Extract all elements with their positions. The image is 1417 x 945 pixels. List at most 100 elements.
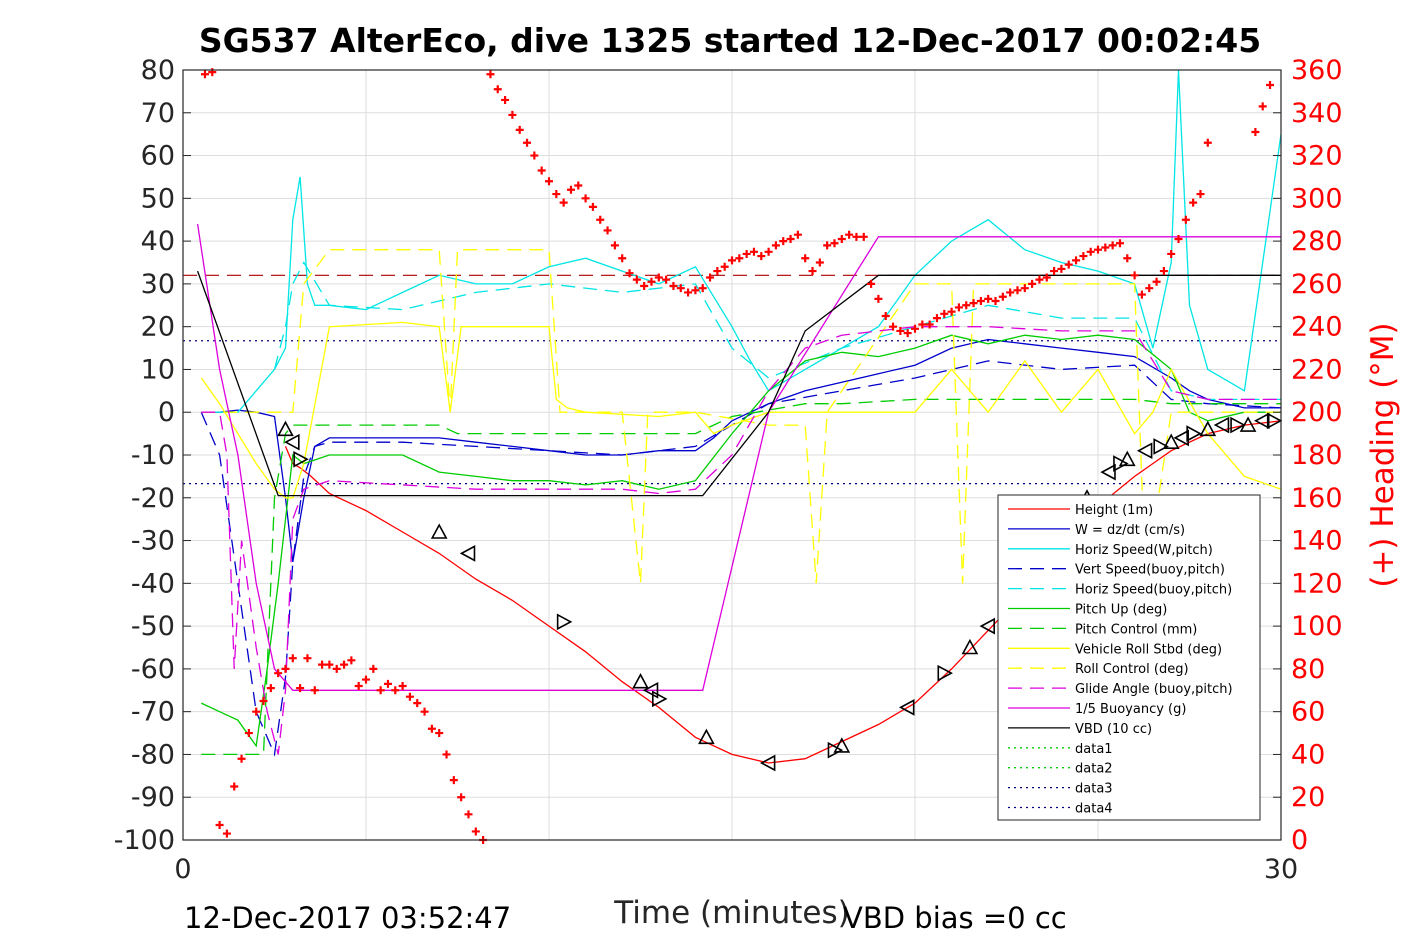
heading-point [1203,138,1212,147]
heading-point [596,215,605,224]
heading-point [471,827,480,836]
y-tick-label: 40 [141,226,175,257]
heading-point [332,664,341,673]
heading-point [837,234,846,243]
heading-point [823,241,832,250]
heading-point [449,776,458,785]
heading-point [1123,254,1132,263]
triangle-marker [284,433,300,451]
heading-point [588,202,597,211]
heading-point [1020,284,1029,293]
y-tick-label-right: 220 [1291,354,1343,385]
triangle-marker [961,638,979,655]
heading-point [618,254,627,263]
y-tick-label-right: 120 [1291,568,1343,599]
y-tick-label-right: 100 [1291,611,1343,642]
heading-point [684,288,693,297]
heading-point [552,190,561,199]
legend-label: data1 [1075,742,1113,757]
heading-point [501,95,510,104]
heading-point [808,267,817,276]
heading-point [954,303,963,312]
heading-point [1086,247,1095,256]
heading-point [427,724,436,733]
heading-point [698,284,707,293]
heading-point [610,241,619,250]
heading-point [749,247,758,256]
heading-point [932,314,941,323]
heading-point [1258,102,1267,111]
y-tick-label-right: 240 [1291,312,1343,343]
triangle-marker [979,617,995,635]
triangle-marker [759,754,776,772]
legend-label: data4 [1075,802,1113,817]
heading-point [859,232,868,241]
y-tick-label: 60 [141,141,175,172]
y-tick-label-right: 260 [1291,269,1343,300]
triangle-marker [652,690,668,708]
heading-point [874,294,883,303]
heading-point [764,247,773,256]
series-line-4 [200,360,1282,757]
y-tick-label: -50 [131,611,175,642]
heading-point [1189,198,1198,207]
heading-point [771,241,780,250]
heading-point [801,254,810,263]
triangle-marker [1230,416,1246,434]
heading-point [581,194,590,203]
series-line-10 [201,326,1281,755]
triangle-marker [898,699,915,716]
heading-point [318,660,327,669]
heading-point [1072,256,1081,265]
heading-point [1108,241,1117,250]
heading-point [1137,290,1146,299]
triangle-marker [556,613,573,631]
x-axis-label: Time (minutes) [613,895,849,931]
heading-point [1145,284,1154,293]
heading-point [559,198,568,207]
triangle-marker [293,450,309,468]
heading-point [515,125,524,134]
y-tick-label: 70 [141,98,175,129]
heading-point [545,177,553,186]
heading-point [244,729,253,738]
legend-label: VBD (10 cc) [1075,722,1152,737]
heading-point [757,252,766,261]
heading-point [200,70,209,79]
heading-point [991,297,1000,305]
triangle-marker [642,681,659,699]
heading-point [1152,277,1161,286]
heading-point [405,692,414,701]
triangle-marker [1173,429,1189,447]
heading-point [266,684,275,693]
heading-point [1251,128,1260,137]
footer-vbd-bias: VBD bias =0 cc [843,901,1067,935]
heading-point [420,707,429,716]
heading-point [793,230,802,239]
heading-point [845,230,854,239]
heading-point [940,309,949,318]
y-tick-label: -100 [114,825,175,856]
legend-label: Pitch Control (mm) [1075,622,1197,637]
heading-point [1094,245,1102,254]
triangle-marker [459,545,476,562]
heading-point [852,232,861,241]
heading-point [1167,249,1176,258]
y-ticks-right: 3603403203002802602402202001801601401201… [1273,55,1343,856]
y-tick-label: -90 [131,782,175,813]
x-ticks: 0 30 [174,854,1298,885]
triangle-marker [1213,416,1230,434]
heading-point [1174,234,1183,243]
heading-point [1079,252,1088,261]
y-tick-label-right: 300 [1291,183,1343,214]
heading-point [1035,275,1044,284]
y-tick-label: -10 [131,440,175,471]
heading-point [1028,279,1037,288]
heading-point [830,239,839,248]
x-tick-label: 0 [174,854,191,885]
y-tick-label-right: 340 [1291,98,1343,129]
heading-point [925,320,934,329]
heading-point [779,237,788,246]
triangle-marker [1254,412,1270,430]
